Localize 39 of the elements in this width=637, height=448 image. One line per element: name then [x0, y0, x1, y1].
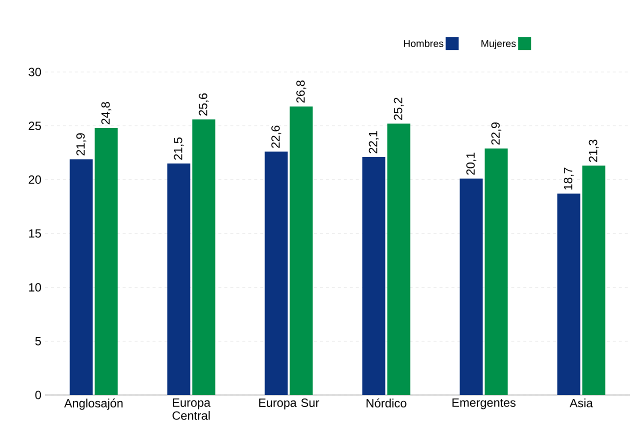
data-label: 22,9 — [491, 122, 502, 145]
data-label: 25,6 — [198, 93, 209, 116]
y-tick-label: 25 — [28, 122, 41, 130]
bar — [264, 152, 288, 395]
bar — [460, 178, 483, 395]
legend-label: Mujeres — [482, 40, 516, 49]
bar — [70, 159, 93, 395]
x-tick-label: Europa Sur — [259, 398, 320, 410]
data-label: 26,8 — [296, 80, 306, 103]
data-label: 25,2 — [394, 98, 404, 120]
data-label: 18,7 — [564, 168, 574, 190]
data-label: 24,8 — [101, 102, 112, 124]
y-tick-label: 15 — [29, 229, 41, 238]
bar — [484, 148, 508, 395]
y-tick-label: 0 — [35, 390, 42, 400]
bar — [94, 128, 118, 395]
bar — [362, 157, 386, 395]
bar — [167, 164, 190, 395]
data-label: 21,9 — [76, 133, 86, 156]
x-tick-label: Asia — [570, 398, 593, 408]
data-label: 22,6 — [271, 126, 282, 148]
x-tick-label: Europa Central — [172, 398, 211, 420]
x-tick-label: Nórdico — [366, 398, 406, 408]
y-tick-label: 30 — [28, 68, 42, 76]
bar — [582, 166, 606, 395]
data-label: 20,1 — [466, 152, 476, 175]
data-label: 21,5 — [174, 138, 184, 160]
data-label: 21,3 — [588, 140, 599, 162]
bar — [290, 106, 313, 395]
x-tick-label: Anglosajón — [64, 398, 123, 410]
bar — [387, 124, 410, 395]
bar — [557, 194, 580, 395]
y-tick-label: 5 — [35, 337, 41, 346]
data-label: 22,1 — [368, 131, 379, 154]
legend-label: Hombres — [404, 40, 444, 48]
x-tick-label: Emergentes — [452, 398, 516, 410]
y-tick-label: 20 — [28, 175, 42, 184]
y-tick-label: 10 — [29, 283, 42, 292]
bar — [192, 119, 216, 395]
